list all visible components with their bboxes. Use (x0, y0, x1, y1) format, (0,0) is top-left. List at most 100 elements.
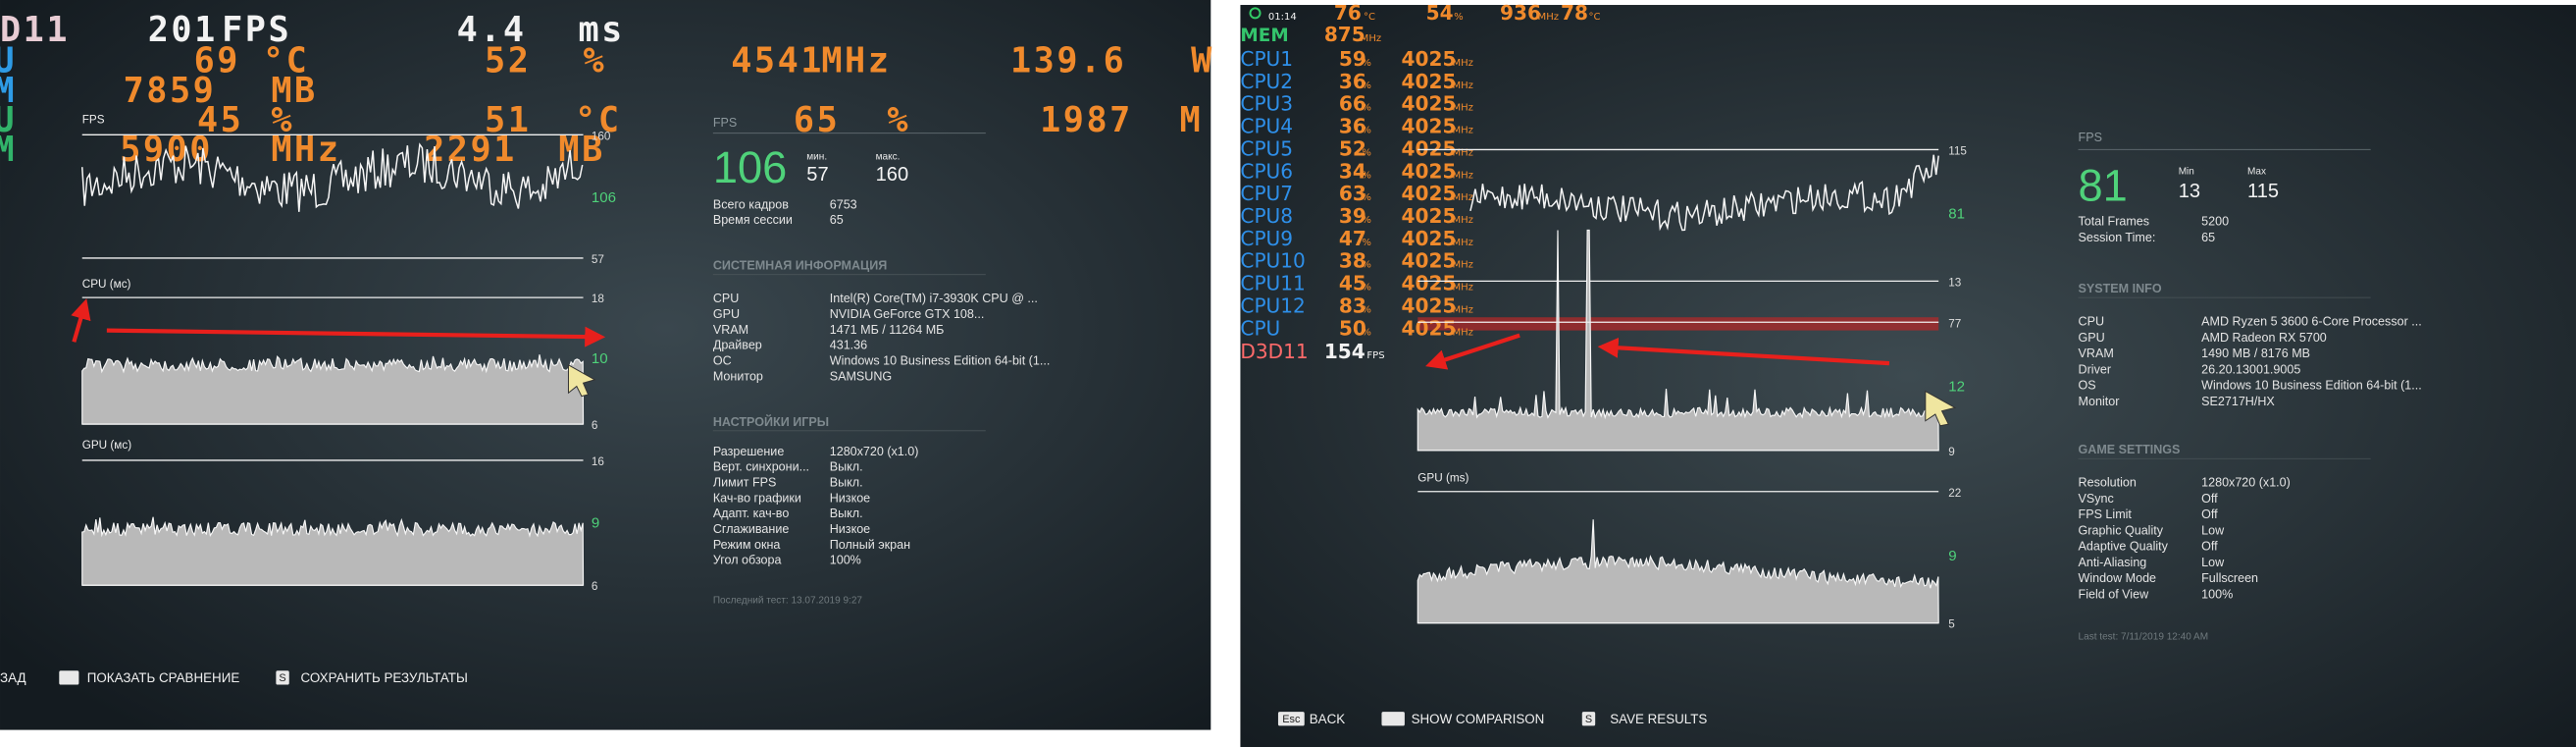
osd-reading: 936 (1500, 1, 1541, 25)
info-name: CPU (2079, 315, 2105, 329)
osd-reading: % (1362, 283, 1371, 293)
osd-reading: 54 (1426, 1, 1454, 25)
footer-action: ЗАД (0, 670, 26, 685)
info-value: Низкое (830, 522, 870, 536)
reference-label: 12 (1948, 379, 1965, 396)
stats-label: FPS (2079, 131, 2102, 144)
osd-reading: 4025 (1402, 136, 1457, 160)
osd-reading: MHz (1452, 80, 1472, 91)
osd-reading: % (584, 41, 607, 81)
osd-reading: 4025 (1402, 227, 1457, 250)
osd-reading: MHz (1452, 126, 1472, 136)
osd-reading: 50 (1339, 316, 1366, 340)
reference-label: 115 (1948, 144, 1967, 157)
reference-label: 16 (592, 455, 604, 468)
osd-reading: CPU5 (1240, 136, 1293, 160)
fps-max-label: макс. (876, 151, 901, 162)
key-icon (1581, 712, 1596, 726)
osd-reading: % (1362, 103, 1371, 114)
reference-label: 160 (592, 130, 611, 142)
info-name: Верт. синхрони... (713, 460, 809, 474)
osd-reading: D3D11 (1240, 340, 1308, 363)
osd-reading: D11 (0, 10, 70, 50)
osd-reading: 201 (148, 10, 218, 50)
info-name: Сглаживание (713, 522, 790, 536)
red-arrow (71, 298, 91, 343)
reference-label: 13 (1948, 276, 1961, 289)
osd-reading: 36 (1339, 115, 1366, 138)
info-value: Низкое (830, 491, 870, 505)
frame-graph-line (1469, 154, 1939, 232)
stat-value: 5200 (2201, 214, 2229, 228)
fps-min: 57 (806, 164, 828, 186)
osd-reading: % (271, 100, 294, 140)
reference-label: 9 (1948, 446, 1955, 458)
osd-reading: % (1362, 304, 1371, 315)
fps-max-label: Max (2247, 167, 2266, 178)
osd-reading: M (1179, 100, 1203, 140)
info-name: Adaptive Quality (2079, 540, 2169, 554)
info-value: Off (2201, 540, 2218, 554)
osd-reading: MHz (1452, 260, 1472, 271)
info-value: Off (2201, 507, 2218, 521)
info-name: Monitor (2079, 395, 2120, 408)
fps-min: 13 (2179, 181, 2200, 202)
osd-reading: MHz (1452, 147, 1472, 158)
osd-reading: CPU (1240, 316, 1280, 340)
fps-min-label: мин. (806, 151, 827, 162)
osd-reading: 63 (1339, 182, 1366, 205)
stat-name: Всего кадров (713, 198, 789, 212)
osd-reading: °C (575, 100, 621, 140)
reference-label: 106 (592, 189, 616, 206)
osd-reading: 4025 (1402, 115, 1457, 138)
highlight-band (1417, 317, 1939, 331)
info-name: Кач-во графики (713, 491, 801, 505)
osd-reading: 38 (1339, 249, 1366, 273)
osd-reading: ms (579, 10, 625, 50)
osd-reading: CPU3 (1240, 92, 1293, 116)
info-name: FPS Limit (2079, 507, 2133, 521)
info-name: Driver (2079, 362, 2111, 376)
osd-reading: 83 (1339, 293, 1366, 317)
info-name: Graphic Quality (2079, 523, 2164, 537)
osd-reading: 4025 (1402, 316, 1457, 340)
osd-icon (1249, 7, 1262, 20)
osd-reading: MHz (1452, 103, 1472, 114)
osd-reading: 1987 (1040, 100, 1133, 140)
osd-reading: CPU1 (1240, 47, 1293, 71)
osd-reading: MHz (1452, 215, 1472, 226)
info-name: GPU (2079, 331, 2105, 345)
info-value: Выкл. (830, 460, 863, 474)
osd-reading: 01:14 (1268, 12, 1297, 23)
stats-label: FPS (713, 116, 737, 130)
osd-reading: 36 (1339, 70, 1366, 93)
info-value: Выкл. (830, 476, 863, 490)
frame-graph-line (80, 142, 584, 212)
osd-reading: CPU9 (1240, 227, 1293, 250)
fps-average: 81 (2079, 160, 2128, 210)
frame-graph-area (81, 354, 585, 425)
osd-reading: MHz (1452, 304, 1472, 315)
osd-reading: U (0, 100, 17, 140)
frame-graph-area (81, 516, 585, 586)
info-value: 431.36 (830, 339, 867, 352)
graph-label: GPU (ms) (1417, 472, 1468, 485)
osd-reading: 66 (1339, 92, 1366, 116)
osd-reading: MB (558, 130, 604, 170)
key-label: S (1585, 714, 1592, 725)
last-test: Последний тест: 13.07.2019 9:27 (713, 596, 863, 607)
mouse-cursor (567, 363, 596, 398)
info-name: VRAM (2079, 347, 2114, 360)
osd-reading: 139.6 (1010, 41, 1126, 81)
osd-reading: % (1362, 80, 1371, 91)
fps-max: 115 (2247, 181, 2279, 202)
section-title: НАСТРОЙКИ ИГРЫ (713, 414, 829, 429)
osd-reading: MHz (1452, 192, 1472, 203)
info-value: Low (2201, 556, 2225, 569)
osd-reading: 154 (1324, 340, 1365, 363)
osd-reading: MHz (1452, 58, 1472, 69)
reference-label: 18 (592, 293, 605, 305)
